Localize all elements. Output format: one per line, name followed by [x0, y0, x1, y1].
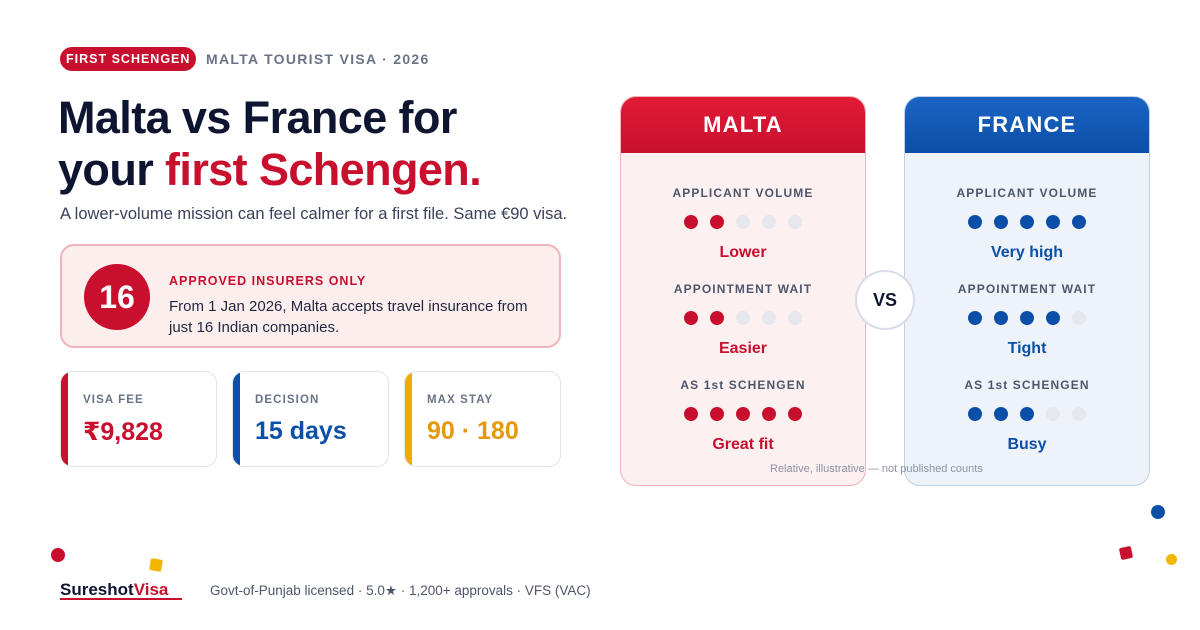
metric-appointment-wait: APPOINTMENT WAIT Tight — [905, 281, 1149, 361]
level-dots — [905, 215, 1149, 229]
confetti-blue-circle — [1151, 505, 1165, 519]
level-dot-filled — [968, 215, 982, 229]
metric-label: APPLICANT VOLUME — [672, 186, 814, 200]
level-dot-filled — [710, 407, 724, 421]
level-dot-empty — [788, 311, 802, 325]
confetti-red-circle — [51, 548, 65, 562]
metric-label: AS 1st SCHENGEN — [680, 378, 806, 392]
level-dot-filled — [1072, 215, 1086, 229]
malta-card: MALTA APPLICANT VOLUME Lower APPOINTMENT… — [620, 96, 866, 486]
metric-label: APPOINTMENT WAIT — [673, 282, 813, 296]
insurer-callout-text: From 1 Jan 2026, Malta accepts travel in… — [169, 298, 528, 336]
confetti-yellow-square — [149, 558, 163, 572]
france-card-header: FRANCE — [905, 97, 1149, 153]
stat-value: ₹9,828 — [83, 418, 163, 446]
subtitle: A lower-volume mission can feel calmer f… — [60, 205, 568, 223]
level-dot-filled — [684, 215, 698, 229]
level-dots — [621, 407, 865, 421]
stat-card-visa-fee: VISA FEE ₹9,828 — [60, 371, 217, 467]
stat-value: 15 days — [255, 417, 347, 445]
metric-first-schengen: AS 1st SCHENGEN Great fit — [621, 377, 865, 457]
vs-badge: VS — [855, 270, 915, 330]
metric-label: AS 1st SCHENGEN — [964, 378, 1090, 392]
stat-value: 90 · 180 — [427, 417, 519, 445]
metric-appointment-wait: APPOINTMENT WAIT Easier — [621, 281, 865, 361]
confetti-red-square — [1118, 545, 1134, 561]
stat-accent-bar — [405, 372, 412, 466]
level-dot-empty — [762, 215, 776, 229]
title-accent: first Schengen. — [165, 144, 482, 195]
level-dots — [621, 311, 865, 325]
title-line-2: your first Schengen. — [58, 144, 482, 196]
insurer-callout-title: APPROVED INSURERS ONLY — [169, 274, 367, 288]
level-dots — [905, 311, 1149, 325]
first-schengen-badge: FIRST SCHENGEN — [60, 47, 197, 71]
metric-value: Great fit — [712, 436, 774, 453]
stat-card-decision: DECISION 15 days — [232, 371, 389, 467]
footer-trust-line: Govt-of-Punjab licensed · 5.0★ · 1,200+ … — [210, 583, 591, 598]
level-dot-filled — [684, 311, 698, 325]
level-dot-filled — [710, 215, 724, 229]
stat-label: MAX STAY — [427, 394, 494, 406]
level-dot-filled — [736, 407, 750, 421]
france-card: FRANCE APPLICANT VOLUME Very high APPOIN… — [904, 96, 1150, 486]
metric-applicant-volume: APPLICANT VOLUME Very high — [905, 185, 1149, 265]
metric-value: Easier — [718, 340, 768, 357]
level-dots — [905, 407, 1149, 421]
level-dot-filled — [1046, 215, 1060, 229]
level-dot-filled — [1020, 311, 1034, 325]
logo-text-part-1: Sureshot — [60, 580, 134, 599]
stat-label: DECISION — [255, 394, 320, 406]
level-dot-filled — [710, 311, 724, 325]
metric-value: Very high — [990, 244, 1064, 261]
level-dot-empty — [762, 311, 776, 325]
stat-accent-bar — [61, 372, 68, 466]
stat-label: VISA FEE — [83, 394, 144, 406]
malta-card-header: MALTA — [621, 97, 865, 153]
level-dot-filled — [994, 311, 1008, 325]
metric-applicant-volume: APPLICANT VOLUME Lower — [621, 185, 865, 265]
level-dots — [621, 215, 865, 229]
level-dot-empty — [736, 215, 750, 229]
level-dot-filled — [968, 311, 982, 325]
level-dot-empty — [1046, 407, 1060, 421]
level-dot-filled — [1020, 407, 1034, 421]
metric-first-schengen: AS 1st SCHENGEN Busy — [905, 377, 1149, 457]
metric-value: Busy — [1007, 436, 1047, 453]
title-line-2-prefix: your — [58, 144, 166, 195]
footnote: Relative, illustrative — not published c… — [770, 463, 983, 475]
logo-underline — [60, 598, 182, 600]
metric-label: APPLICANT VOLUME — [956, 186, 1098, 200]
brand-logo[interactable]: SureshotVisa — [60, 580, 168, 600]
metric-value: Lower — [719, 244, 767, 261]
stat-card-max-stay: MAX STAY 90 · 180 — [404, 371, 561, 467]
level-dot-filled — [994, 407, 1008, 421]
eyebrow-text: MALTA TOURIST VISA · 2026 — [206, 51, 430, 67]
level-dot-filled — [762, 407, 776, 421]
level-dot-empty — [1072, 311, 1086, 325]
metric-label: APPOINTMENT WAIT — [957, 282, 1097, 296]
level-dot-filled — [1046, 311, 1060, 325]
insurer-callout: 16 APPROVED INSURERS ONLY From 1 Jan 202… — [60, 244, 561, 348]
level-dot-empty — [736, 311, 750, 325]
level-dot-filled — [684, 407, 698, 421]
logo-text-part-2: Visa — [133, 580, 169, 599]
confetti-yellow-circle — [1166, 554, 1177, 565]
level-dot-filled — [788, 407, 802, 421]
title-line-1: Malta vs France for — [58, 92, 457, 143]
stat-accent-bar — [233, 372, 240, 466]
metric-value: Tight — [1007, 340, 1047, 357]
level-dot-empty — [788, 215, 802, 229]
level-dot-filled — [968, 407, 982, 421]
level-dot-filled — [994, 215, 1008, 229]
level-dot-empty — [1072, 407, 1086, 421]
page-title: Malta vs France for your first Schengen. — [58, 92, 482, 196]
level-dot-filled — [1020, 215, 1034, 229]
insurer-count-circle: 16 — [84, 264, 150, 330]
